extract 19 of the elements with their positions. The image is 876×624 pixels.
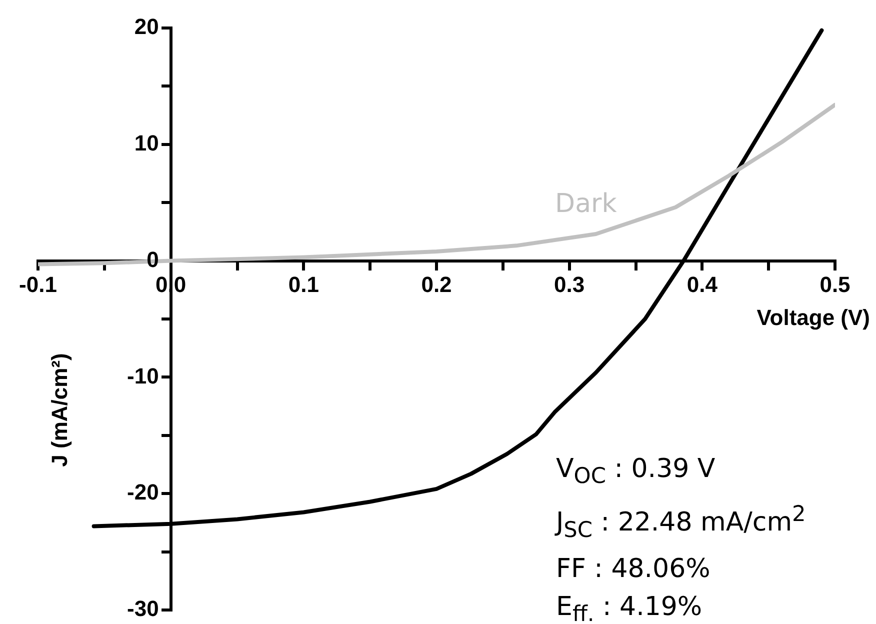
y-tick-label: -10 (127, 363, 159, 388)
y-tick-label: -20 (127, 480, 159, 505)
annotation: FF : 48.06% (556, 553, 712, 586)
y-tick-label: 10 (134, 130, 159, 156)
series-label: Dark (555, 188, 617, 219)
x-tick-label: 0.4 (686, 272, 718, 298)
annotation: V$_{OC}$ : 0.39 V (556, 453, 716, 492)
x-tick-label: -0.1 (19, 272, 57, 298)
annotation: J$_{SC}$ : 22.48 mA/cm$^{2}$ (556, 501, 806, 546)
y-axis-title: J (mA/cm²) (47, 353, 73, 467)
x-tick-label: 0.3 (554, 272, 585, 298)
x-tick-label: 0.5 (820, 272, 850, 298)
annotation: E$_{ff.}$ : 4.19% (556, 591, 704, 624)
y-tick-label: -30 (127, 596, 159, 622)
y-tick-label: 0 (146, 246, 159, 272)
x-axis-title: Voltage (V) (756, 305, 870, 331)
y-tick-label: 20 (134, 14, 159, 40)
x-tick-label: 0.2 (421, 272, 452, 298)
x-tick-label: 0.1 (288, 272, 319, 298)
